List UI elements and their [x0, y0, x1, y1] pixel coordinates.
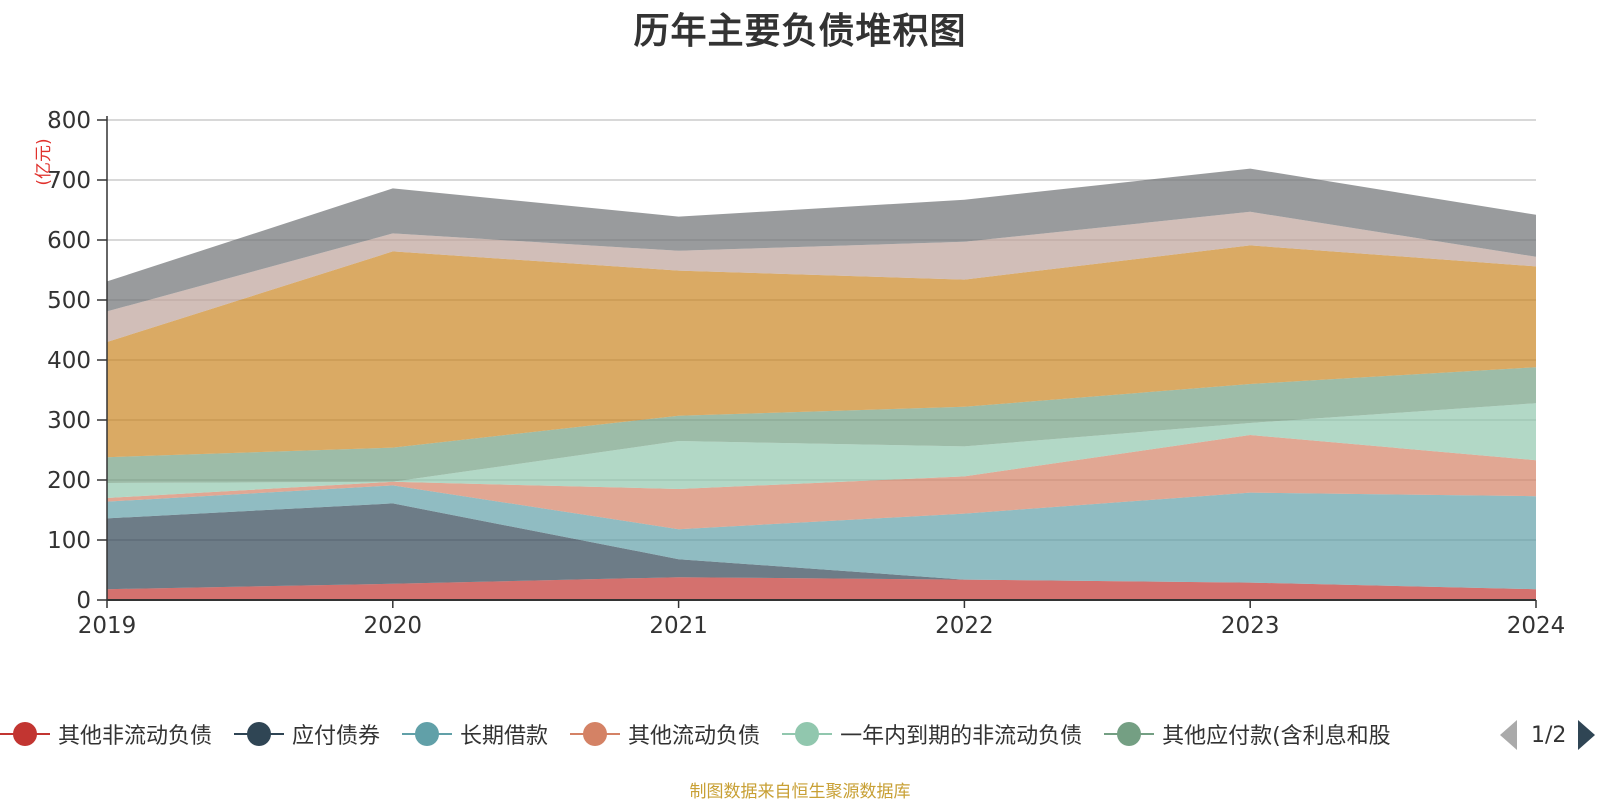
- y-tick-label: 300: [47, 408, 91, 434]
- area-series: [107, 168, 1536, 600]
- legend-item-bonds-payable[interactable]: 应付债券: [234, 718, 380, 750]
- y-tick-label: 800: [47, 108, 91, 134]
- legend-item-other-payables[interactable]: 其他应付款(含利息和股: [1104, 718, 1391, 750]
- x-tick-label: 2023: [1221, 613, 1280, 639]
- legend-label: 其他非流动负债: [58, 724, 213, 749]
- y-tick-label: 400: [47, 348, 91, 374]
- legend-label: 应付债券: [292, 724, 381, 749]
- chart-plot: 0 100 200 300 400 500 600 700 800 2019 2020 2021 202…: [34, 108, 1565, 639]
- x-tick-label: 2020: [364, 613, 423, 639]
- legend-prev-page-icon[interactable]: [1500, 720, 1517, 750]
- area-series-shape: [107, 503, 1536, 590]
- area-series-shape: [107, 367, 1536, 483]
- legend-item-other-current-liabilities[interactable]: 其他流动负债: [570, 718, 760, 750]
- area-series-shape: [107, 168, 1536, 312]
- legend-label: 其他应付款(含利息和股: [1162, 724, 1391, 749]
- legend-item-other-noncurrent-liabilities[interactable]: 其他非流动负债: [0, 718, 212, 750]
- area-series-shape: [107, 485, 1536, 590]
- legend-marker-icon: [234, 721, 285, 747]
- legend-label: 长期借款: [460, 724, 549, 749]
- area-series-shape: [107, 403, 1536, 498]
- legend-page-indicator: 1/2: [1531, 722, 1567, 748]
- chart-title: 历年主要负债堆积图: [633, 11, 967, 52]
- x-tick-label: 2024: [1507, 613, 1566, 639]
- y-tick-label: 200: [47, 468, 91, 494]
- axes: 0 100 200 300 400 500 600 700 800 2019 2020 2021 202…: [47, 108, 1565, 639]
- legend-label: 其他流动负债: [628, 724, 761, 749]
- area-series-shape: [107, 245, 1536, 458]
- legend-marker-icon: [1104, 721, 1155, 747]
- legend-next-page-icon[interactable]: [1578, 720, 1596, 750]
- x-tick-label: 2021: [649, 613, 708, 639]
- legend-item-long-term-loans[interactable]: 长期借款: [402, 718, 548, 750]
- y-axis-unit-label: (亿元): [34, 138, 54, 185]
- legend-marker-icon: [782, 721, 833, 747]
- legend-marker-icon: [570, 721, 621, 747]
- area-series-shape: [107, 435, 1536, 530]
- area-series-shape: [107, 211, 1536, 342]
- legend-marker-icon: [0, 721, 50, 747]
- y-tick-label: 500: [47, 288, 91, 314]
- x-tick-label: 2022: [935, 613, 994, 639]
- legend-label: 一年内到期的非流动负债: [840, 724, 1083, 749]
- legend: 其他非流动负债 应付债券 长期借款 其他流动负债 一年内到期的非流动负债 其他应…: [0, 716, 1490, 752]
- x-tick-label: 2019: [78, 613, 137, 639]
- legend-pager: 1/2: [1500, 718, 1600, 752]
- legend-marker-icon: [402, 721, 453, 747]
- y-tick-label: 600: [47, 228, 91, 254]
- area-series-shape: [107, 577, 1536, 600]
- y-tick-label: 100: [47, 528, 91, 554]
- data-source-note: 制图数据来自恒生聚源数据库: [689, 782, 911, 802]
- y-tick-label: 700: [47, 168, 91, 194]
- legend-item-noncurrent-due-within-year[interactable]: 一年内到期的非流动负债: [782, 718, 1082, 750]
- y-tick-label: 0: [76, 588, 91, 614]
